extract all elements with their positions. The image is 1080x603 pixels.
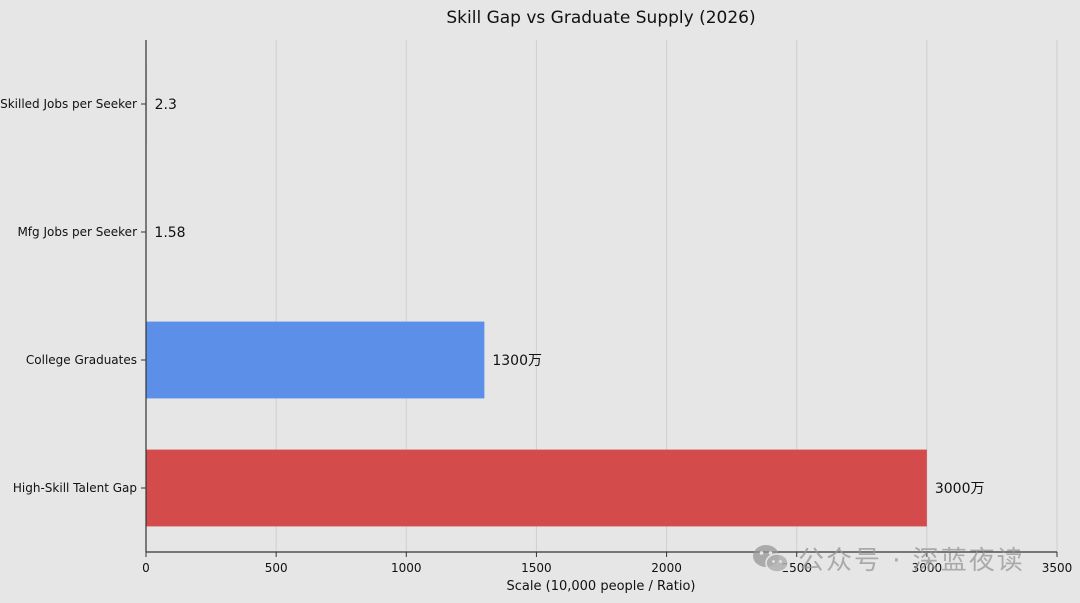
x-axis-label: Scale (10,000 people / Ratio) bbox=[507, 579, 696, 594]
x-tick-label: 3500 bbox=[1042, 561, 1073, 575]
y-tick-label: Mfg Jobs per Seeker bbox=[17, 225, 137, 239]
bar-value-label: 2.3 bbox=[155, 97, 177, 113]
x-tick-label: 0 bbox=[142, 561, 150, 575]
bar-value-label: 1300万 bbox=[492, 353, 542, 369]
x-tick-label: 2000 bbox=[651, 561, 682, 575]
data-labels: 2.3 1.58 1300万 3000万 bbox=[154, 97, 984, 497]
gridlines bbox=[275, 40, 1058, 552]
bars bbox=[146, 65, 927, 527]
axes: 0 500 1000 1500 2000 2500 3000 3500 Skilled Jobs… bbox=[0, 40, 1072, 575]
x-tick-label: 500 bbox=[265, 561, 288, 575]
y-tick-label: Skilled Jobs per Seeker bbox=[0, 97, 137, 111]
bar bbox=[146, 449, 927, 527]
x-tick-label: 3000 bbox=[912, 561, 943, 575]
x-tick-label: 2500 bbox=[781, 561, 812, 575]
x-tick-label: 1000 bbox=[391, 561, 422, 575]
y-tick-label: High-Skill Talent Gap bbox=[13, 481, 137, 495]
y-tick-label: College Graduates bbox=[26, 353, 137, 367]
chart-title: Skill Gap vs Graduate Supply (2026) bbox=[446, 8, 755, 28]
bar-value-label: 3000万 bbox=[935, 481, 985, 497]
x-tick-label: 1500 bbox=[521, 561, 552, 575]
bar-value-label: 1.58 bbox=[154, 225, 185, 241]
bar bbox=[146, 321, 485, 399]
